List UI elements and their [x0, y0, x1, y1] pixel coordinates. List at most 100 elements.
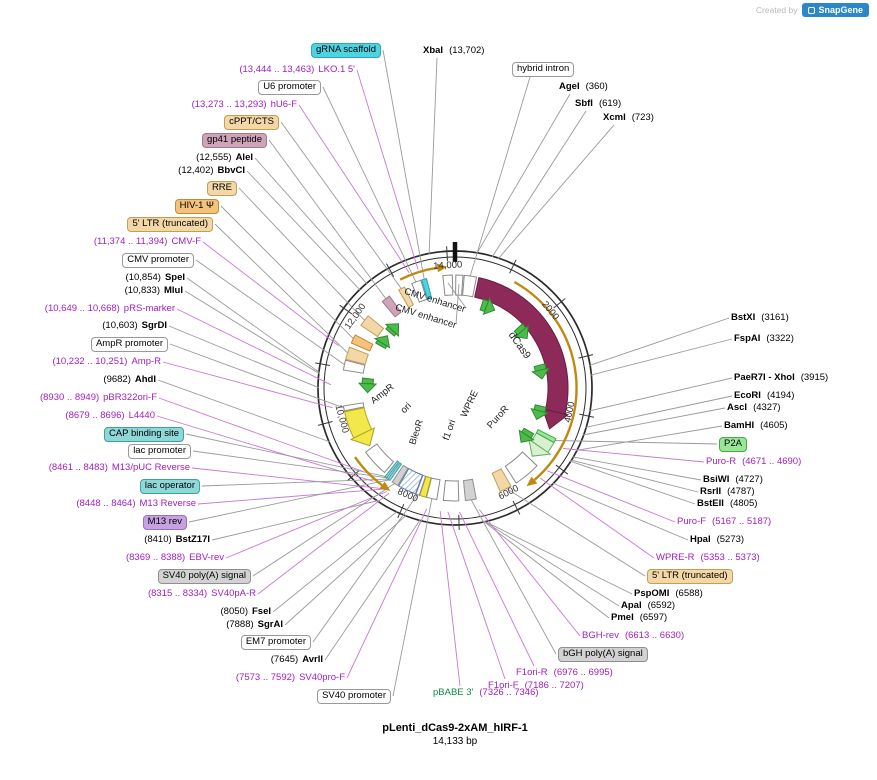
label-pspomi[interactable]: PspOMI (6588) [634, 587, 703, 600]
label-pbabe-3[interactable]: pBABE 3' (7326 .. 7346) [433, 686, 539, 699]
feature-green-8-head[interactable] [384, 323, 400, 337]
label-bamhi[interactable]: BamHI (4605) [724, 419, 788, 432]
label-hpai[interactable]: HpaI (5273) [690, 533, 744, 546]
feature-u6-promoter[interactable] [411, 279, 428, 303]
label-rsrii[interactable]: RsrII (4787) [700, 485, 755, 498]
feature-sv40-polya[interactable] [391, 464, 409, 487]
label-gp41-peptide[interactable]: gp41 peptide [202, 133, 267, 148]
label-pmei[interactable]: PmeI (6597) [611, 611, 667, 624]
label-sv40-promoter[interactable]: SV40 promoter [317, 689, 391, 704]
label-lac-operator[interactable]: lac operator [139, 479, 200, 494]
label-grna-scaffold[interactable]: gRNA scaffold [310, 43, 381, 58]
label-ahdi[interactable]: (9682) AhdI [103, 373, 156, 386]
label-p2a[interactable]: P2A [719, 437, 747, 452]
feature-green-6-head[interactable] [357, 382, 378, 394]
label-sv40pa-r[interactable]: (8315 .. 8334) SV40pA-R [148, 587, 256, 600]
label-bgh-poly-a-signal[interactable]: bGH poly(A) signal [558, 647, 648, 662]
label-alei[interactable]: (12,555) AleI [196, 151, 253, 164]
feature-ampr-head[interactable] [349, 426, 376, 447]
label-em7-promoter[interactable]: EM7 promoter [240, 635, 311, 650]
feature-cmv-promoter[interactable] [342, 359, 366, 374]
label-amp-r[interactable]: (10,232 .. 10,251) Amp-R [52, 355, 161, 368]
feature-ampr-promoter[interactable] [342, 402, 365, 412]
label-hiv-1[interactable]: HIV-1 Ψ [174, 199, 219, 214]
feature-ltr-5[interactable] [345, 346, 369, 365]
label-cap-binding-site[interactable]: CAP binding site [103, 427, 184, 442]
label-ecori[interactable]: EcoRI (4194) [734, 389, 794, 402]
label-cmv-f[interactable]: (11,374 .. 11,394) CMV-F [94, 235, 201, 248]
feature-lac-operator[interactable] [387, 462, 403, 482]
feature-puror-head[interactable] [528, 438, 552, 457]
label-ampr-promoter[interactable]: AmpR promoter [90, 337, 168, 352]
label-sbfi[interactable]: SbfI (619) [575, 97, 621, 110]
label-lac-promoter[interactable]: lac promoter [128, 444, 191, 459]
label-pbr322ori-f[interactable]: (8930 .. 8949) pBR322ori-F [40, 391, 157, 404]
feature-cppt-cts[interactable] [398, 286, 415, 309]
label-avrii[interactable]: (7645) AvrII [271, 653, 323, 666]
label-spei[interactable]: (10,854) SpeI [126, 271, 185, 284]
feature-green-4-head[interactable] [530, 407, 549, 421]
label-bstz17i[interactable]: (8410) BstZ17I [144, 533, 210, 546]
label-f1ori-f[interactable]: F1ori-F (7186 .. 7207) [488, 679, 584, 692]
label-hybrid-intron[interactable]: hybrid intron [512, 62, 575, 77]
feature-gp41-peptide[interactable] [381, 295, 402, 318]
feature-green-7-head[interactable] [373, 335, 391, 349]
label-m13-puc-reverse[interactable]: (8461 .. 8483) M13/pUC Reverse [49, 461, 190, 474]
label-m13-reverse[interactable]: (8448 .. 8464) M13 Reverse [76, 497, 196, 510]
label-bsteii[interactable]: BstEII (4805) [697, 497, 757, 510]
label-apai[interactable]: ApaI (6592) [621, 599, 675, 612]
label-m13-rev[interactable]: M13 rev [142, 515, 187, 530]
label-prs-marker[interactable]: (10,649 .. 10,668) pRS-marker [45, 302, 175, 315]
label-lko-1-5[interactable]: (13,444 .. 13,463) LKO.1 5' [239, 63, 355, 76]
label-sv40-poly-a-signal[interactable]: SV40 poly(A) signal [157, 569, 251, 584]
label-puro-f[interactable]: Puro-F (5167 .. 5187) [677, 515, 771, 528]
label-xcmi[interactable]: XcmI (723) [603, 111, 654, 124]
feature-green-5-head[interactable] [518, 429, 535, 443]
label-sv40pro-f[interactable]: (7573 .. 7592) SV40pro-F [236, 671, 345, 684]
label-hu6-f[interactable]: (13,273 .. 13,293) hU6-F [192, 98, 297, 111]
label-l4440[interactable]: (8679 .. 8696) L4440 [65, 409, 155, 422]
feature-rre[interactable] [360, 315, 385, 338]
label-asci[interactable]: AscI (4327) [727, 401, 781, 414]
label-fsei[interactable]: (8050) FseI [221, 605, 271, 618]
label-bbvci[interactable]: (12,402) BbvCI [178, 164, 245, 177]
label-u6-promoter[interactable]: U6 promoter [258, 80, 321, 95]
label-bgh-rev[interactable]: BGH-rev (6613 .. 6630) [582, 629, 684, 642]
label-wpre-r[interactable]: WPRE-R (5353 .. 5373) [656, 551, 760, 564]
label-cppt-cts[interactable]: cPPT/CTS [224, 115, 279, 130]
feature-p2a[interactable] [535, 429, 557, 444]
label-5-ltr-truncated[interactable]: 5' LTR (truncated) [127, 217, 213, 232]
feature-wpre[interactable] [504, 451, 538, 484]
feature-green-1-head[interactable] [482, 297, 496, 316]
feature-green-2-head[interactable] [514, 324, 529, 340]
label-puro-r[interactable]: Puro-R (4671 .. 4690) [706, 455, 801, 468]
label-fspai[interactable]: FspAI (3322) [734, 332, 794, 345]
label-bsiwi[interactable]: BsiWI (4727) [703, 473, 763, 486]
label-5-ltr-truncated[interactable]: 5' LTR (truncated) [647, 569, 733, 584]
feature-green-3-head[interactable] [531, 367, 551, 380]
feature-grna-scaffold[interactable] [421, 277, 433, 300]
label-cmv-promoter[interactable]: CMV promoter [122, 253, 194, 268]
snapgene-logo[interactable]: SnapGene [802, 3, 869, 17]
feature-bgh-polya[interactable] [462, 478, 477, 502]
feature-cap-binding-site[interactable] [384, 460, 400, 479]
label-agei[interactable]: AgeI (360) [559, 80, 608, 93]
feature-dcas9-head[interactable] [541, 408, 570, 430]
label-sgrdi[interactable]: (10,603) SgrDI [102, 319, 167, 332]
label-paer7i-xhoi[interactable]: PaeR7I - XhoI (3915) [734, 371, 828, 384]
feature-cmv-enhancer-1[interactable] [442, 274, 454, 297]
feature-ori[interactable] [364, 443, 395, 474]
label-rre[interactable]: RRE [206, 181, 237, 196]
label-sgrai[interactable]: (7888) SgrAI [226, 618, 283, 631]
label-xbai[interactable]: XbaI (13,702) [423, 44, 484, 57]
label-ebv-rev[interactable]: (8369 .. 8388) EBV-rev [126, 551, 224, 564]
feature-hiv-psi[interactable] [350, 334, 374, 352]
feature-ampr[interactable] [344, 407, 373, 439]
feature-bleor[interactable] [398, 467, 424, 495]
feature-ltr-3[interactable] [491, 468, 512, 493]
label-bstxi[interactable]: BstXI (3161) [731, 311, 789, 324]
feature-f1-ori[interactable] [442, 479, 460, 502]
label-mlui[interactable]: (10,833) MluI [125, 284, 183, 297]
feature-hybrid-intron[interactable] [462, 274, 478, 298]
label-f1ori-r[interactable]: F1ori-R (6976 .. 6995) [516, 666, 613, 679]
